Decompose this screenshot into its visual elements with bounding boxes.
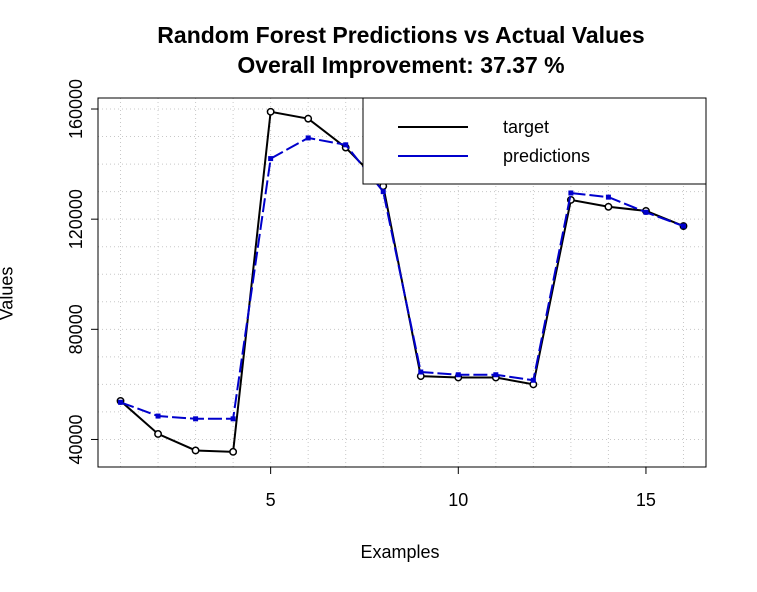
series-predictions-point: [230, 416, 236, 422]
series-predictions-point: [343, 142, 349, 148]
series-predictions-line: [120, 136, 684, 420]
series-predictions-point: [118, 399, 124, 405]
legend-label: target: [503, 117, 549, 137]
x-axis-label: Examples: [360, 542, 440, 562]
series-target-point: [229, 447, 238, 456]
chart-title: Random Forest Predictions vs Actual Valu…: [157, 22, 645, 48]
series-predictions-point: [493, 372, 499, 378]
series-predictions-point: [605, 194, 611, 200]
series-predictions-point: [193, 416, 199, 422]
series-target-point: [191, 446, 200, 455]
x-tick-label: 10: [448, 490, 468, 510]
series-predictions-point: [418, 369, 424, 375]
x-tick-label: 15: [636, 490, 656, 510]
series-predictions-point: [268, 156, 274, 162]
chart-subtitle: Overall Improvement: 37.37 %: [237, 52, 565, 78]
series-predictions-point: [530, 377, 536, 383]
series-predictions-point: [568, 190, 574, 196]
series-predictions-point: [380, 189, 386, 195]
y-tick-label: 160000: [66, 79, 86, 139]
series-target-point: [154, 430, 162, 438]
series-target-point: [304, 114, 313, 123]
series-predictions-point: [155, 413, 161, 419]
series-target-point: [604, 202, 613, 211]
series-predictions-point: [305, 135, 311, 141]
series-predictions-point: [455, 372, 461, 378]
y-tick-label: 40000: [66, 414, 86, 464]
series-predictions-point: [643, 209, 649, 215]
series-target-line: [119, 110, 684, 453]
legend-box: [362, 97, 707, 185]
legend-label: predictions: [503, 146, 590, 166]
x-tick-label: 5: [266, 490, 276, 510]
series-target-point: [266, 107, 275, 116]
series-predictions-point: [680, 223, 686, 229]
y-tick-label: 80000: [66, 304, 86, 354]
y-tick-label: 120000: [66, 189, 86, 249]
